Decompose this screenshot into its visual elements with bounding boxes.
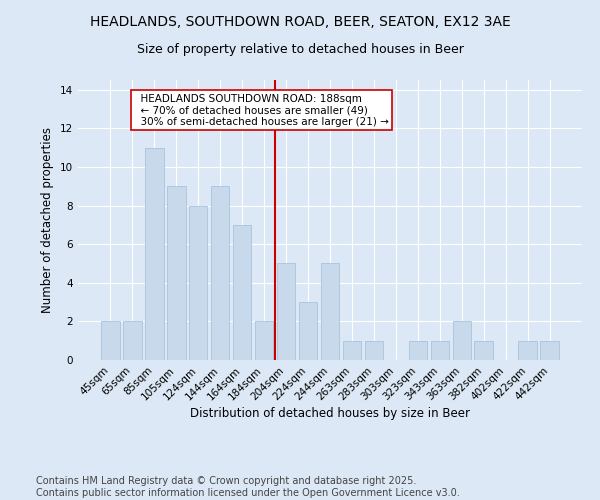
Bar bbox=[518, 340, 537, 360]
Text: Contains HM Land Registry data © Crown copyright and database right 2025.
Contai: Contains HM Land Registry data © Crown c… bbox=[36, 476, 460, 498]
Bar bbox=[343, 340, 361, 360]
Bar bbox=[452, 322, 471, 360]
Bar bbox=[101, 322, 119, 360]
Text: Size of property relative to detached houses in Beer: Size of property relative to detached ho… bbox=[137, 42, 463, 56]
Bar bbox=[320, 264, 340, 360]
Bar bbox=[189, 206, 208, 360]
Bar bbox=[255, 322, 274, 360]
Bar bbox=[167, 186, 185, 360]
Bar bbox=[541, 340, 559, 360]
Bar bbox=[233, 225, 251, 360]
Bar bbox=[123, 322, 142, 360]
Text: HEADLANDS SOUTHDOWN ROAD: 188sqm
  ← 70% of detached houses are smaller (49)
  3: HEADLANDS SOUTHDOWN ROAD: 188sqm ← 70% o… bbox=[134, 94, 389, 126]
Bar bbox=[409, 340, 427, 360]
Bar bbox=[475, 340, 493, 360]
Bar bbox=[145, 148, 164, 360]
Bar bbox=[431, 340, 449, 360]
Text: HEADLANDS, SOUTHDOWN ROAD, BEER, SEATON, EX12 3AE: HEADLANDS, SOUTHDOWN ROAD, BEER, SEATON,… bbox=[89, 15, 511, 29]
Bar bbox=[211, 186, 229, 360]
X-axis label: Distribution of detached houses by size in Beer: Distribution of detached houses by size … bbox=[190, 408, 470, 420]
Y-axis label: Number of detached properties: Number of detached properties bbox=[41, 127, 55, 313]
Bar bbox=[277, 264, 295, 360]
Bar bbox=[365, 340, 383, 360]
Bar bbox=[299, 302, 317, 360]
